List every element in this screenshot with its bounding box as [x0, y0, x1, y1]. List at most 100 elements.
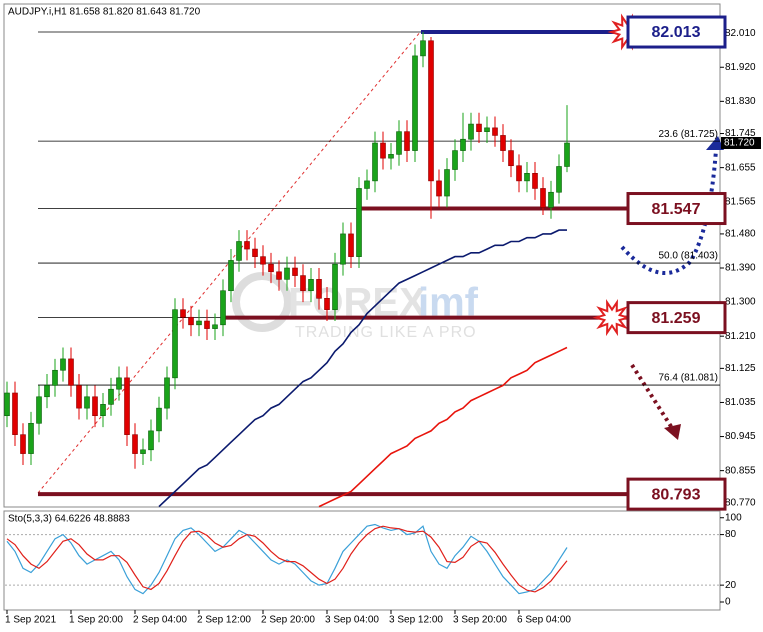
- y-tick-label: 80.770: [725, 497, 756, 508]
- candle-body: [84, 396, 90, 409]
- arrow-head: [706, 136, 724, 150]
- last-price-tag: [721, 137, 761, 150]
- y-tick-label: 80.855: [725, 465, 756, 476]
- moving-average: [318, 346, 568, 508]
- x-tick-label: 3 Sep 04:00: [325, 615, 379, 626]
- up-arrow: [620, 149, 718, 276]
- candle-body: [140, 449, 146, 454]
- candle-body: [460, 138, 466, 151]
- y-tick-label: 20: [725, 580, 737, 591]
- candle-body: [36, 396, 42, 424]
- x-tick-label: 2 Sep 20:00: [261, 615, 315, 626]
- fib-label: 23.6 (81.725): [659, 129, 719, 140]
- y-tick-label: 100: [725, 512, 742, 523]
- level-label: 81.259: [652, 310, 701, 327]
- candle-body: [420, 40, 426, 57]
- candle-body: [564, 142, 570, 167]
- watermark-tagline: TRADING LIKE A PRO: [295, 324, 477, 341]
- candle-body: [340, 233, 346, 265]
- fib-label: 76.4 (81.081): [659, 373, 719, 384]
- candle-body: [508, 150, 514, 167]
- y-tick-label: 81.300: [725, 297, 756, 308]
- candle-body: [348, 233, 354, 257]
- y-tick-label: 81.745: [725, 128, 756, 139]
- stoch-frame: [3, 510, 721, 611]
- candle-body: [20, 434, 26, 454]
- candle-body: [196, 320, 202, 326]
- candle-body: [44, 385, 50, 398]
- level-label: 80.793: [652, 486, 701, 503]
- candle-body: [516, 165, 522, 182]
- candle-body: [556, 166, 562, 193]
- level-box: [626, 15, 727, 49]
- y-tick-label: 82.010: [725, 28, 756, 39]
- candle-body: [188, 316, 194, 326]
- candle-body: [212, 324, 218, 329]
- moving-average: [158, 229, 567, 508]
- main-frame: [3, 3, 721, 508]
- candle-body: [52, 369, 58, 386]
- candle-body: [332, 263, 338, 310]
- candle-body: [276, 271, 282, 280]
- stoch-title: Sto(5,3,3) 64.6226 48.8883: [8, 514, 130, 525]
- candle-body: [28, 422, 34, 454]
- candle-body: [436, 180, 442, 197]
- candle-body: [500, 135, 506, 151]
- x-tick-label: 2 Sep 04:00: [133, 615, 187, 626]
- candle-body: [220, 290, 226, 326]
- candle-body: [532, 173, 538, 189]
- candle-body: [548, 191, 554, 208]
- last-price-label: 81.720: [724, 138, 755, 149]
- y-tick-label: 81.920: [725, 62, 756, 73]
- candle-body: [148, 430, 154, 451]
- candle-body: [444, 169, 450, 197]
- candle-body: [316, 279, 322, 299]
- candle-body: [372, 142, 378, 182]
- candle-body: [476, 123, 482, 132]
- candle-body: [412, 55, 418, 151]
- candle-body: [156, 407, 162, 432]
- candle-body: [76, 385, 82, 409]
- candle-body: [380, 142, 386, 159]
- y-tick-label: 81.655: [725, 162, 756, 173]
- candle-body: [356, 188, 362, 257]
- candle-body: [204, 320, 210, 329]
- y-tick-label: 81.830: [725, 96, 756, 107]
- y-tick-label: 81.210: [725, 331, 756, 342]
- candle-body: [124, 377, 130, 435]
- x-tick-label: 3 Sep 12:00: [389, 615, 443, 626]
- candle-body: [428, 40, 434, 182]
- candle-body: [92, 396, 98, 417]
- candle-body: [484, 127, 490, 132]
- y-tick-label: 81.390: [725, 263, 756, 274]
- candle-body: [164, 377, 170, 409]
- candle-body: [244, 241, 250, 250]
- candle-body: [228, 260, 234, 292]
- level-box: [626, 301, 727, 335]
- fib-label: 50.0 (81.403): [659, 251, 719, 262]
- y-tick-label: 81.480: [725, 229, 756, 240]
- y-tick-label: 81.565: [725, 196, 756, 207]
- x-tick-label: 1 Sep 20:00: [69, 615, 123, 626]
- candle-body: [68, 358, 74, 386]
- candle-body: [12, 392, 18, 435]
- level-box: [626, 192, 727, 226]
- arrow-head: [664, 424, 681, 440]
- candle-body: [540, 188, 546, 208]
- chart-title: AUDJPY.i,H1 81.658 81.820 81.643 81.720: [8, 7, 201, 18]
- x-tick-label: 6 Sep 04:00: [517, 615, 571, 626]
- y-tick-label: 0: [725, 597, 731, 608]
- x-tick-label: 3 Sep 20:00: [453, 615, 507, 626]
- candle-body: [524, 173, 530, 182]
- candle-body: [4, 392, 10, 417]
- watermark-logo: [232, 272, 292, 332]
- x-tick-label: 1 Sep 2021: [5, 615, 57, 626]
- level-label: 82.013: [652, 24, 701, 41]
- candle-body: [284, 267, 290, 280]
- candle-body: [260, 256, 266, 265]
- candle-body: [388, 154, 394, 159]
- candle-body: [492, 127, 498, 136]
- candle-body: [116, 377, 122, 390]
